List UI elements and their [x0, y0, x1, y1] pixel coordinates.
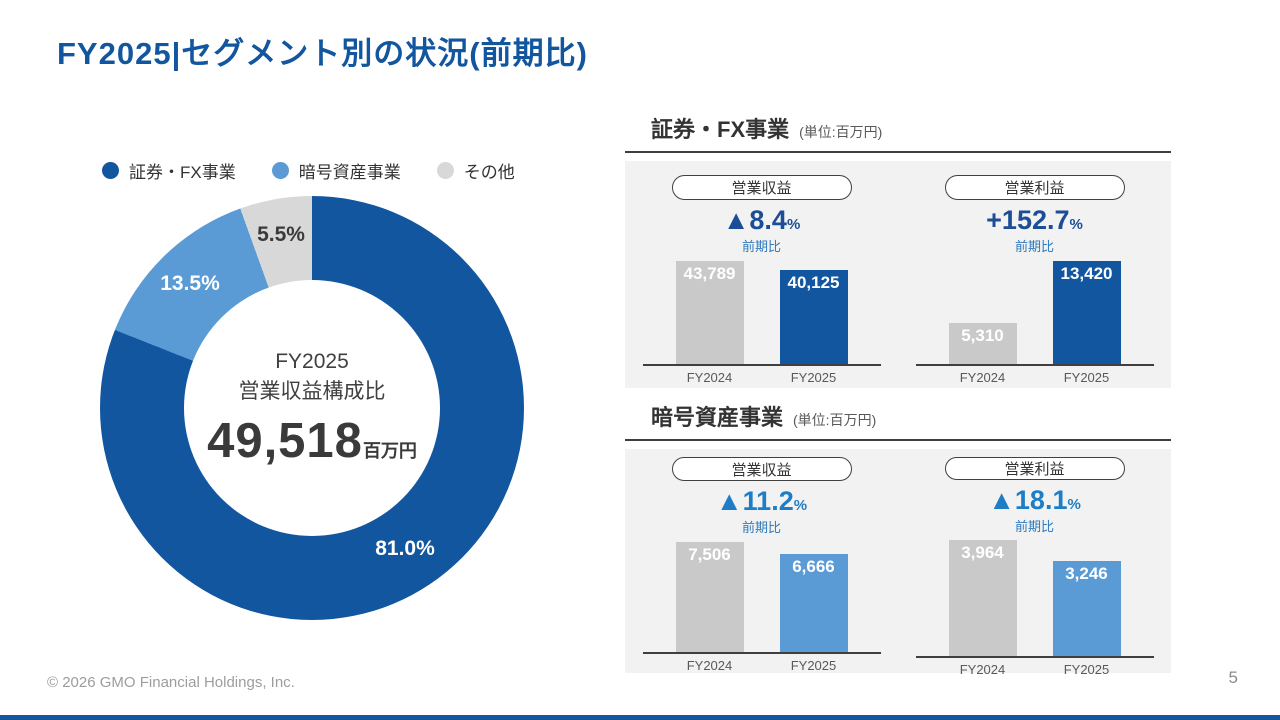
bar-fy2025: 40,125 — [779, 270, 848, 364]
change-row: ▲18.1 % — [988, 485, 1081, 520]
bar-fy2024: 3,964 — [948, 540, 1017, 656]
x-axis — [642, 364, 881, 366]
donut-center-line1: FY2025 — [275, 350, 349, 373]
category-row: FY2024 FY2025 — [676, 370, 848, 385]
legend-label: 暗号資産事業 — [298, 163, 401, 182]
section-crypto-assets: 暗号資産事業 (単位:百万円) 営業収益 ▲11.2 % 前期比 7,506 6… — [625, 400, 1171, 677]
metric-pill: 営業利益 — [944, 175, 1125, 200]
metric-pill: 営業利益 — [944, 457, 1125, 480]
legend-dot-other — [436, 162, 454, 179]
change-value: ▲8.4 — [722, 205, 787, 235]
legend-item-other: その他 — [436, 158, 515, 183]
bar-value-label: 13,420 — [1060, 264, 1113, 283]
slice-label-other: 5.5% — [257, 223, 305, 246]
legend-label: その他 — [463, 163, 515, 182]
donut-center-line2: 営業収益構成比 — [238, 380, 386, 403]
bar-fy2025: 3,246 — [1052, 561, 1121, 656]
legend-label: 証券・FX事業 — [129, 163, 236, 182]
category-row: FY2024 FY2025 — [949, 662, 1121, 677]
change-value: ▲18.1 — [988, 485, 1068, 515]
bar-value-label: 6,666 — [792, 557, 835, 576]
bars-area: 7,506 6,666 — [625, 541, 898, 652]
change-sublabel: 前期比 — [1014, 239, 1054, 254]
category-label: FY2025 — [790, 658, 837, 673]
copyright-text: © 2026 GMO Financial Holdings, Inc. — [47, 674, 295, 691]
bar-fy2024: 7,506 — [675, 542, 744, 652]
change-unit: % — [1069, 216, 1083, 233]
bar-value-label: 3,246 — [1065, 564, 1108, 583]
category-row: FY2024 FY2025 — [676, 658, 848, 673]
bar-value-label: 3,964 — [961, 543, 1004, 562]
category-row: FY2024 FY2025 — [949, 370, 1121, 385]
bar-value-label: 7,506 — [688, 545, 731, 564]
metric-pill: 営業収益 — [671, 175, 852, 200]
section-title: 証券・FX事業 — [651, 117, 790, 142]
chart-crypto-profit: 営業利益 ▲18.1 % 前期比 3,964 3,246 FY2024 FY20… — [898, 449, 1171, 677]
donut-legend: 証券・FX事業 暗号資産事業 その他 — [102, 158, 526, 183]
bars-area: 3,964 3,246 — [898, 540, 1171, 656]
chart-securities-revenue: 営業収益 ▲8.4 % 前期比 43,789 40,125 FY2024 FY2… — [625, 161, 898, 388]
x-axis — [915, 656, 1154, 658]
metric-pill: 営業収益 — [671, 457, 852, 481]
category-label: FY2024 — [686, 370, 733, 385]
slice-label-crypto: 13.5% — [160, 272, 220, 295]
category-label: FY2024 — [959, 370, 1006, 385]
bar-fy2025: 13,420 — [1052, 261, 1121, 364]
section-unit: (単位:百万円) — [799, 124, 883, 140]
page-number: 5 — [1228, 668, 1238, 687]
change-value: +152.7 — [986, 205, 1070, 235]
page-title: FY2025|セグメント別の状況(前期比) — [57, 36, 588, 71]
category-label: FY2024 — [959, 662, 1006, 677]
section-securities-fx: 証券・FX事業 (単位:百万円) 営業収益 ▲8.4 % 前期比 43,789 … — [625, 112, 1171, 388]
donut-center-value-row: 49,518 百万円 — [207, 413, 417, 469]
change-row: +152.7 % — [986, 205, 1083, 240]
category-label: FY2025 — [790, 370, 837, 385]
change-unit: % — [786, 216, 801, 233]
section-title: 暗号資産事業 — [651, 405, 784, 430]
donut-center-unit: 百万円 — [362, 441, 417, 461]
bars-area: 5,310 13,420 — [898, 260, 1171, 364]
bar-value-label: 40,125 — [787, 273, 840, 292]
x-axis — [642, 652, 881, 654]
donut-center-value: 49,518 — [207, 414, 363, 468]
legend-dot-securities — [102, 162, 119, 179]
change-unit: % — [793, 497, 808, 514]
section-unit: (単位:百万円) — [793, 412, 877, 428]
category-label: FY2025 — [1063, 662, 1110, 677]
section-bullet-icon — [625, 408, 641, 424]
section-header: 暗号資産事業 (単位:百万円) — [625, 400, 1171, 441]
change-sublabel: 前期比 — [741, 520, 781, 535]
donut-chart: FY2025 営業収益構成比 49,518 百万円 81.0% 13.5% 5.… — [100, 196, 524, 620]
change-row: ▲8.4 % — [723, 205, 801, 240]
chart-crypto-revenue: 営業収益 ▲11.2 % 前期比 7,506 6,666 FY2024 FY20… — [625, 449, 898, 673]
section-bullet-icon — [625, 120, 641, 136]
bar-value-label: 5,310 — [961, 326, 1004, 345]
legend-item-crypto: 暗号資産事業 — [271, 158, 401, 183]
chart-securities-profit: 営業利益 +152.7 % 前期比 5,310 13,420 FY2024 FY… — [898, 161, 1171, 388]
change-value: ▲11.2 — [715, 486, 794, 516]
section-panel: 営業収益 ▲8.4 % 前期比 43,789 40,125 FY2024 FY2… — [625, 161, 1171, 388]
change-unit: % — [1067, 496, 1081, 513]
legend-item-securities: 証券・FX事業 — [102, 158, 236, 183]
section-panel: 営業収益 ▲11.2 % 前期比 7,506 6,666 FY2024 FY20… — [625, 449, 1171, 677]
bars-area: 43,789 40,125 — [625, 260, 898, 364]
slice-label-securities: 81.0% — [375, 537, 435, 560]
category-label: FY2025 — [1063, 370, 1110, 385]
bar-value-label: 43,789 — [683, 264, 736, 283]
change-row: ▲11.2 % — [716, 486, 807, 521]
change-sublabel: 前期比 — [1014, 519, 1054, 534]
bar-fy2024: 43,789 — [675, 261, 744, 364]
change-sublabel: 前期比 — [741, 239, 781, 254]
bar-fy2024: 5,310 — [948, 323, 1017, 364]
bar-fy2025: 6,666 — [779, 554, 848, 652]
category-label: FY2024 — [686, 658, 733, 673]
legend-dot-crypto — [271, 162, 289, 179]
x-axis — [915, 364, 1154, 366]
section-header: 証券・FX事業 (単位:百万円) — [625, 112, 1171, 153]
bottom-accent-bar — [0, 715, 1280, 720]
donut-center: FY2025 営業収益構成比 49,518 百万円 — [184, 280, 440, 536]
